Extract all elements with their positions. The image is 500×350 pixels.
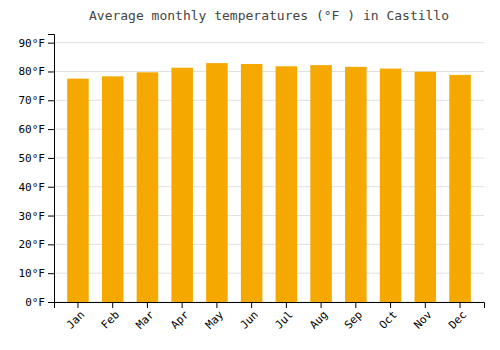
tick-label: 0°F bbox=[25, 296, 45, 309]
tick-mark bbox=[48, 43, 54, 44]
tick-mark bbox=[390, 302, 391, 308]
tick-mark bbox=[147, 302, 148, 308]
tick-mark bbox=[77, 302, 78, 308]
tick-mark bbox=[216, 302, 217, 308]
bar bbox=[415, 72, 437, 302]
tick-label: 60°F bbox=[19, 123, 46, 136]
bar bbox=[380, 69, 402, 302]
tick-mark bbox=[321, 302, 322, 308]
tick: Aug bbox=[307, 302, 330, 332]
tick-mark bbox=[286, 302, 287, 308]
tick-label: Aug bbox=[307, 308, 330, 331]
tick-mark bbox=[425, 302, 426, 308]
tick-mark bbox=[48, 216, 54, 217]
tick-mark bbox=[355, 302, 356, 308]
bar bbox=[310, 65, 332, 302]
tick: Jun bbox=[238, 302, 261, 332]
tick: 60°F bbox=[19, 123, 55, 136]
tick-mark bbox=[48, 273, 54, 274]
tick-label: 30°F bbox=[19, 210, 46, 223]
tick: 0°F bbox=[25, 296, 54, 309]
plot: 0°F 10°F 20°F 30°F 40°F 50°F 60°F 70°F 80°F 90°F J… bbox=[19, 35, 485, 332]
tick: 30°F bbox=[19, 210, 55, 223]
tick-mark bbox=[112, 302, 113, 308]
tick-label: 50°F bbox=[19, 152, 46, 165]
tick: 50°F bbox=[19, 152, 55, 165]
tick-label: 80°F bbox=[19, 65, 46, 78]
tick-label: Oct bbox=[377, 308, 400, 331]
tick-mark bbox=[48, 100, 54, 101]
tick: 10°F bbox=[19, 267, 55, 280]
tick-mark bbox=[182, 302, 183, 308]
bar bbox=[449, 75, 471, 302]
bar bbox=[206, 63, 228, 302]
tick: Oct bbox=[377, 302, 400, 332]
tick: Mar bbox=[133, 302, 157, 332]
tick: 70°F bbox=[19, 94, 55, 107]
tick: 80°F bbox=[19, 65, 55, 78]
x-axis: Jan Feb Mar Apr May Jun Jul Aug Sep Oct Nov Dec bbox=[55, 302, 485, 332]
tick: Jan bbox=[64, 302, 87, 332]
bar bbox=[241, 64, 263, 302]
tick-label: Jun bbox=[238, 308, 261, 331]
tick-mark bbox=[48, 302, 54, 303]
tick-label: 70°F bbox=[19, 94, 46, 107]
axis-line bbox=[55, 303, 485, 309]
tick-label: 20°F bbox=[19, 238, 46, 251]
tick-label: Jan bbox=[64, 308, 87, 331]
bar bbox=[67, 79, 89, 302]
tick: Nov bbox=[411, 302, 435, 332]
tick-label: Sep bbox=[342, 308, 365, 331]
tick-label: 40°F bbox=[19, 181, 46, 194]
tick-label: Feb bbox=[99, 308, 122, 331]
tick: Apr bbox=[168, 302, 192, 332]
tick-mark bbox=[460, 302, 461, 308]
tick: Feb bbox=[99, 302, 122, 332]
tick-mark bbox=[48, 187, 54, 188]
bar bbox=[171, 68, 193, 302]
tick-mark bbox=[48, 158, 54, 159]
bars bbox=[67, 63, 471, 302]
tick-mark bbox=[48, 129, 54, 130]
tick-label: Mar bbox=[133, 308, 157, 332]
chart: Average monthly temperatures (°F ) in Ca… bbox=[0, 0, 500, 350]
tick-label: May bbox=[203, 308, 227, 332]
tick-label: Jul bbox=[272, 308, 295, 331]
axis-line bbox=[48, 35, 55, 303]
y-axis: 0°F 10°F 20°F 30°F 40°F 50°F 60°F 70°F 80°F 90°F bbox=[19, 35, 55, 310]
bar bbox=[102, 76, 124, 302]
title: Average monthly temperatures (°F ) in Ca… bbox=[89, 8, 449, 23]
tick: Dec bbox=[446, 302, 469, 332]
tick-label: Apr bbox=[168, 308, 192, 332]
bar bbox=[276, 66, 298, 302]
bar bbox=[345, 67, 367, 302]
tick-mark bbox=[251, 302, 252, 308]
tick-label: 90°F bbox=[19, 37, 46, 50]
bar bbox=[137, 72, 159, 302]
tick: 90°F bbox=[19, 37, 55, 50]
tick-label: Dec bbox=[446, 308, 469, 331]
tick-label: Nov bbox=[411, 308, 435, 332]
grid bbox=[54, 43, 484, 302]
tick: 40°F bbox=[19, 181, 55, 194]
tick-label: 10°F bbox=[19, 267, 46, 280]
tick: 20°F bbox=[19, 238, 55, 251]
tick: Jul bbox=[272, 302, 295, 332]
grid-line bbox=[54, 42, 484, 43]
tick: May bbox=[203, 302, 227, 332]
tick-mark bbox=[48, 244, 54, 245]
tick: Sep bbox=[342, 302, 365, 332]
tick-mark bbox=[48, 71, 54, 72]
